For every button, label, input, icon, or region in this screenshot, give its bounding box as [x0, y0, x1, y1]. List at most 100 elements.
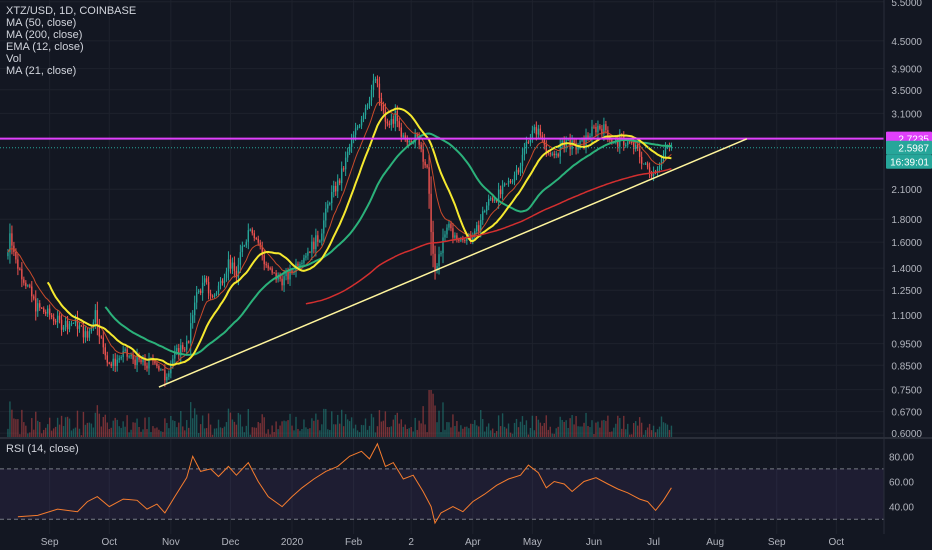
candle-body — [35, 298, 37, 312]
volume-bar — [636, 425, 639, 438]
candle-body — [486, 205, 488, 212]
time-tick-label: Oct — [101, 537, 117, 548]
volume-bar — [219, 427, 222, 438]
volume-bar — [116, 419, 118, 438]
volume-bar — [21, 409, 23, 438]
volume-bar — [634, 421, 637, 438]
volume-bar — [295, 416, 297, 438]
candle-body — [64, 320, 67, 328]
volume-bar — [70, 430, 73, 438]
candle-body — [337, 180, 339, 192]
candle-body — [350, 139, 353, 147]
candle-body — [553, 153, 555, 156]
volume-bar — [144, 417, 146, 438]
candle-body — [213, 294, 216, 297]
volume-bar — [434, 405, 436, 438]
candle-body — [468, 234, 470, 238]
candle-body — [646, 163, 649, 168]
candle-body — [460, 238, 462, 241]
volume-bar — [414, 417, 416, 438]
volume-bar — [356, 430, 359, 438]
candle-body — [495, 199, 498, 202]
volume-bar — [150, 432, 152, 438]
volume-bar — [517, 427, 520, 438]
volume-bar — [46, 424, 49, 438]
rsi-line — [17, 442, 672, 525]
volume-bar — [293, 430, 295, 438]
candle-body — [501, 185, 504, 195]
time-tick-label: Jun — [586, 537, 602, 548]
price-tick-label: 2.1000 — [891, 185, 922, 196]
candle-body — [78, 325, 81, 329]
candle-body — [180, 345, 182, 356]
candle-body — [68, 323, 71, 330]
legend-rsi[interactable]: RSI (14, close) — [6, 443, 79, 455]
volume-bar — [547, 429, 549, 438]
candle-body — [396, 110, 398, 122]
candle-body — [521, 154, 524, 167]
trend-line — [158, 138, 748, 388]
volume-bar — [424, 424, 426, 438]
candle-body — [442, 237, 444, 254]
candle-body — [319, 240, 321, 242]
volume-bar — [313, 420, 315, 438]
candle-body — [203, 278, 206, 283]
candle-body — [356, 126, 359, 129]
price-tick-label: 3.1000 — [891, 109, 922, 120]
candle-body — [402, 135, 404, 137]
candle-body — [648, 167, 651, 174]
legend-ma21[interactable]: MA (21, close) — [6, 65, 77, 77]
candle-body — [84, 331, 87, 338]
legend-vol[interactable]: Vol — [6, 53, 22, 65]
volume-bar — [384, 411, 387, 438]
volume-bar — [484, 431, 486, 438]
candle-body — [519, 166, 522, 173]
candle-body — [529, 137, 532, 143]
volume-bar — [54, 426, 57, 438]
candle-body — [100, 336, 103, 338]
volume-bar — [44, 427, 47, 438]
legend-ema12[interactable]: EMA (12, close) — [6, 41, 84, 53]
volume-bar — [267, 429, 269, 438]
volume-bar — [557, 426, 559, 438]
candle-body — [487, 198, 490, 206]
candle-body — [587, 135, 589, 138]
volume-bar — [338, 423, 341, 438]
legend-ma50[interactable]: MA (50, close) — [6, 17, 77, 29]
volume-bar — [350, 417, 353, 438]
candle-body — [573, 140, 575, 143]
candle-body — [517, 169, 520, 173]
volume-bar — [670, 425, 673, 438]
candle-body — [235, 270, 238, 278]
candle-body — [585, 135, 587, 146]
volume-bar — [551, 433, 553, 438]
volume-bar — [559, 416, 561, 438]
candle-body — [219, 280, 222, 286]
volume-bar — [396, 412, 398, 438]
volume-bar — [299, 430, 301, 438]
volume-bar — [575, 416, 577, 438]
volume-bar — [275, 421, 277, 438]
volume-bar — [170, 415, 172, 438]
volume-bar — [197, 433, 200, 438]
volume-bar — [174, 420, 176, 438]
volume-bar — [337, 414, 339, 438]
candle-body — [527, 141, 530, 143]
legend-ma200[interactable]: MA (200, close) — [6, 29, 83, 41]
volume-bar — [607, 415, 609, 438]
volume-bar — [525, 420, 528, 438]
volume-bar — [392, 419, 395, 438]
volume-bar — [108, 429, 110, 438]
volume-bar — [416, 429, 418, 438]
volume-bar — [515, 418, 518, 438]
volume-bar — [603, 419, 605, 438]
volume-bar — [88, 422, 91, 438]
candle-body — [56, 315, 59, 323]
candle-body — [160, 369, 162, 371]
candle-body — [482, 211, 484, 221]
legend-symbol[interactable]: XTZ/USD, 1D, COINBASE — [6, 5, 137, 17]
candle-body — [108, 362, 110, 364]
volume-bar — [100, 426, 103, 438]
volume-bar — [513, 422, 516, 438]
